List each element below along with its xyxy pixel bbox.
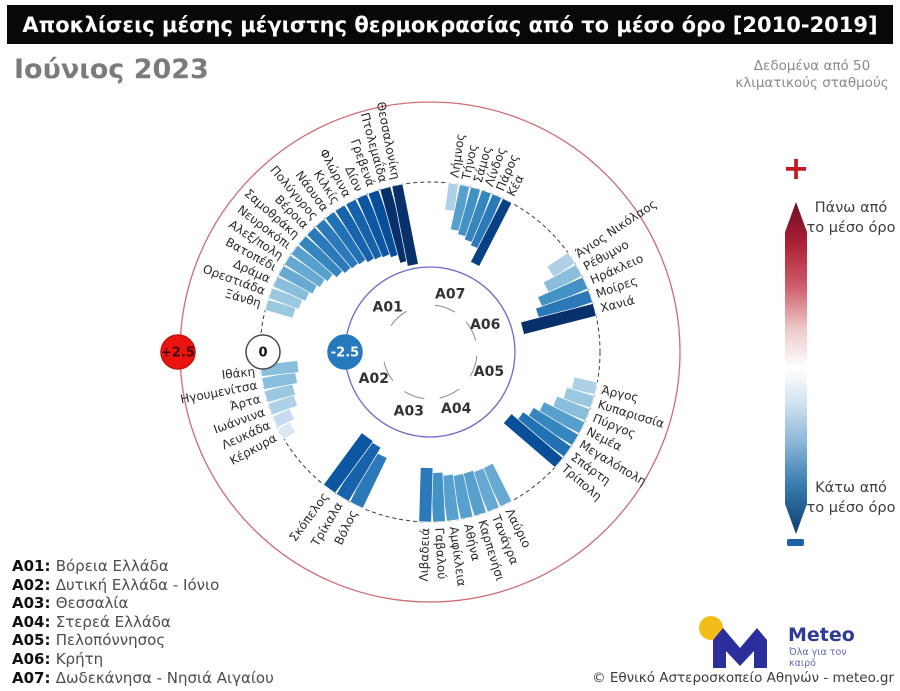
region-code: A01: <box>12 557 56 575</box>
axis-badge-label: -2.5 <box>331 346 359 361</box>
station-bar <box>520 303 597 335</box>
station-bar <box>444 182 459 212</box>
title-bar: Αποκλίσεις μέσης μέγιστης θερμοκρασίας α… <box>7 5 893 44</box>
region-divider-arc <box>439 388 460 399</box>
axis-badge <box>327 334 363 370</box>
region-legend-item: A04: Στερεά Ελλάδα <box>12 613 274 632</box>
plus-icon: + <box>782 149 810 187</box>
region-code-label: A03 <box>394 403 424 419</box>
radial-chart: A01 Ξάνθη Ορεστιάδα Δράμα Βατοπέδι Αλεξ/πολη Ν… <box>150 72 710 632</box>
gradient-arrow-shape <box>785 202 807 534</box>
region-name: Θεσσαλία <box>55 594 129 613</box>
station-bar-group <box>502 413 564 469</box>
region-name: Στερεά Ελλάδα <box>55 612 171 631</box>
station-bar <box>277 421 297 440</box>
region-legend-item: A02: Δυτική Ελλάδα - Ιόνιο <box>12 576 274 595</box>
legend-below-label: Κάτω από το μέσο όρο <box>806 480 896 516</box>
region-code-label: A05 <box>474 364 504 380</box>
logo-name: Meteo <box>788 624 855 646</box>
meteo-m-icon <box>713 628 767 668</box>
axis-badge <box>245 334 281 370</box>
region-code-label: A01 <box>373 300 403 316</box>
station-bar <box>418 467 434 523</box>
station-label: Λιβαδειά <box>417 528 432 582</box>
region-code: A06: <box>12 649 56 668</box>
station-label: Γαβαλού <box>432 527 449 579</box>
legend-above-label: Πάνω από το μέσο όρο <box>806 200 896 236</box>
region-divider-arc <box>465 321 477 341</box>
axis-badge-label: 0 <box>258 346 267 361</box>
station-bar-group <box>277 421 297 440</box>
station-bar-group <box>571 376 598 395</box>
axis-badge-label: +2.5 <box>161 346 195 361</box>
logo-tagline: Όλα για τον καιρό <box>789 647 847 669</box>
station-bar-group <box>272 408 295 428</box>
region-divider-arc <box>434 304 456 313</box>
region-name: Πελοπόννησος <box>55 631 166 650</box>
station-bar <box>571 376 598 395</box>
station-bar-group <box>444 182 459 212</box>
region-legend-item: A01: Βόρεια Ελλάδα <box>12 557 274 576</box>
station-bar <box>391 183 419 267</box>
radial-chart-canvas: A01ΞάνθηΟρεστιάδαΔράμαΒατοπέδιΑλεξ/ποληΝ… <box>160 101 681 603</box>
region-legend-item: A06: Κρήτη <box>12 650 274 669</box>
axis-badge <box>160 334 196 370</box>
region-divider-arc <box>404 390 425 400</box>
copyright: © Εθνικό Αστεροσκοπείο Αθηνών - meteo.gr <box>592 670 894 686</box>
station-bar-group <box>391 183 419 267</box>
region-name: Βόρεια Ελλάδα <box>55 557 169 575</box>
region-code-label: A04 <box>441 401 472 417</box>
region-divider-arc <box>469 356 478 377</box>
region-code: A03: <box>12 594 56 613</box>
data-source-note: Δεδομένα από 50 κλιματικούς σταθμούς <box>735 58 889 91</box>
region-code-label: A07 <box>435 286 465 302</box>
region-divider-arc <box>383 361 394 382</box>
region-name: Κρήτη <box>55 649 104 668</box>
region-code: A02: <box>12 575 56 594</box>
station-label: Ιθάκη <box>221 364 256 382</box>
page-title: Αποκλίσεις μέσης μέγιστης θερμοκρασίας α… <box>22 12 878 37</box>
region-name: Δυτική Ελλάδα - Ιόνιο <box>55 575 220 594</box>
minus-icon <box>787 539 804 546</box>
station-bar-group <box>322 432 374 494</box>
station-bar <box>322 432 374 494</box>
region-name: Δωδεκάνησα - Νησιά Αιγαίου <box>55 668 274 687</box>
station-bar-group <box>469 197 513 267</box>
region-code-label: A02 <box>359 371 389 387</box>
gradient-arrow <box>785 202 807 534</box>
station-bar <box>272 408 295 428</box>
region-code: A07: <box>12 668 56 687</box>
region-legend-item: A07: Δωδεκάνησα - Νησιά Αιγαίου <box>12 669 274 688</box>
region-legend: A01: Βόρεια Ελλάδα A02: Δυτική Ελλάδα - Ι… <box>12 557 274 687</box>
region-legend-item: A03: Θεσσαλία <box>12 594 274 613</box>
region-legend-item: A05: Πελοπόννησος <box>12 631 274 650</box>
station-bar <box>469 197 513 267</box>
region-code: A05: <box>12 631 56 650</box>
station-bar <box>502 413 564 469</box>
inner-ring <box>344 266 516 438</box>
region-divider-arc <box>390 310 407 327</box>
month-label: Ιούνιος 2023 <box>14 54 209 85</box>
region-code: A04: <box>12 612 56 631</box>
region-code-label: A06 <box>470 317 500 333</box>
station-bar-group <box>520 303 597 335</box>
station-bar-group <box>418 467 434 523</box>
station-label: Λήμνος <box>447 133 467 179</box>
